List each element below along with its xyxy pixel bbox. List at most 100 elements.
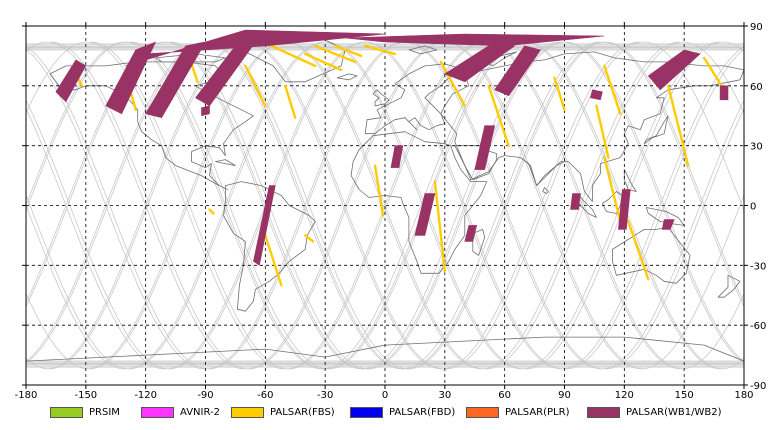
legend-label-avnir2: AVNIR-2 [180,406,220,418]
orbit-track [26,41,604,370]
legend-swatch-palsar-fbs [231,406,264,418]
palsar-fbs-strip [313,44,357,64]
lon-tick-label: 60 [498,390,511,400]
palsar-fbs-strip [373,164,385,217]
palsar-fbs-strip [487,84,510,147]
palsar-fbs-strip [284,84,297,119]
palsar-fbs-strip [433,180,447,273]
palsar-fbs-strip [603,156,622,223]
lat-tick-label: -90 [750,381,766,392]
coastline-japan [643,115,669,145]
lat-tick-label: 90 [750,22,763,33]
lat-tick-label: -60 [750,321,766,332]
legend-swatch-palsar-wb [587,406,620,418]
palsar-fbs-strip [333,44,363,58]
legend-label-palsar-fbs: PALSAR(FBS) [270,406,335,418]
lon-tick-label: -90 [197,390,213,400]
palsar-wb-swath [474,125,496,170]
palsar-wb-swath [494,45,542,97]
orbit-track [26,41,484,370]
palsar-wb-swath [464,225,478,242]
orbit-track [26,41,404,370]
palsar-fbs-strip [553,76,566,111]
legend-swatch-palsar-plr [466,406,499,418]
palsar-fbs-strip [748,62,756,74]
coastline-iceland [336,73,358,81]
palsar-wb-swath [618,189,631,230]
coastline-sri-lanka [542,187,549,194]
lon-tick-label: -60 [257,390,273,400]
lon-tick-label: 30 [438,390,451,400]
legend-label-palsar-fbd: PALSAR(FBD) [389,406,456,418]
palsar-fbs-strip [595,104,610,159]
palsar-wb-swath [661,219,675,230]
palsar-fbs-strip [603,64,622,115]
legend-item-avnir2: AVNIR-2 [141,404,220,420]
lon-tick-label: 0 [382,390,388,400]
lon-tick-label: -30 [317,390,333,400]
orbit-track [26,41,520,370]
lat-tick-label: -30 [750,261,766,272]
palsar-wb-swath [253,185,276,266]
palsar-wb-swath [125,29,386,67]
palsar-fbs-strip [208,208,215,215]
palsar-fbs-strip [363,44,397,56]
legend-item-palsar-fbs: PALSAR(FBS) [231,404,335,420]
legend-swatch-avnir2 [141,406,174,418]
palsar-fbs-strip [439,60,466,107]
coastline-south-america [223,181,316,312]
palsar-fbs-strip [244,64,267,107]
lon-tick-label: 120 [615,390,634,400]
lon-tick-label: 150 [675,390,694,400]
legend-label-prsim: PRSIM [89,406,120,418]
lat-tick-label: 0 [750,202,756,213]
palsar-fbs-strip [702,56,726,92]
lon-tick-label: 180 [734,390,753,400]
coastline-asia [440,51,744,202]
palsar-wb-swath [444,41,516,83]
coastline-svalbard [408,45,438,55]
palsar-wb-swath [570,193,581,210]
coastline-australia [612,227,691,284]
legend: PRSIM AVNIR-2 PALSAR(FBS) PALSAR(FBD) PA… [0,400,770,426]
palsar-fbs-strip [304,52,343,72]
palsar-fbs-strip [667,84,690,167]
legend-item-palsar-wb: PALSAR(WB1/WB2) [587,404,722,420]
lon-tick-label: 90 [558,390,571,400]
coastline-india-ring [520,157,565,186]
palsar-wb-swath [647,49,701,91]
coastline-cuba [215,159,236,166]
lon-tick-label: -120 [134,390,157,400]
legend-label-palsar-plr: PALSAR(PLR) [505,406,570,418]
palsar-fbs-strip [304,234,315,243]
lon-tick-label: -150 [74,390,97,400]
world-map-svg: -180 -150 -120 -90 -60 -30 0 30 60 90 120 150 180 90 6… [15,22,766,401]
coastline-europe [364,63,466,135]
palsar-fbs-strips [74,32,756,287]
legend-item-palsar-fbd: PALSAR(FBD) [350,404,455,420]
lat-tick-label: 60 [750,82,763,93]
orbit-track [26,41,245,370]
coastline-new-zealand [717,274,741,298]
coastline-uk [372,89,390,107]
legend-item-palsar-plr: PALSAR(PLR) [466,404,569,420]
palsar-wb-swath [55,59,87,103]
palsar-fbs-strip [627,220,650,281]
coastline-africa [350,131,488,274]
palsar-wb-swath [390,145,404,168]
palsar-wb-swath [201,105,210,117]
legend-swatch-prsim [50,406,83,418]
palsar-wb-swath [590,89,603,101]
palsar-wb-swaths [55,29,729,266]
legend-label-palsar-wb: PALSAR(WB1/WB2) [626,406,722,418]
palsar-wb-swath [414,193,436,236]
orbit-track [26,41,285,370]
palsar-wb-swath [345,33,605,47]
legend-item-prsim: PRSIM [50,404,120,420]
palsar-wb-swath [719,85,729,101]
coastline-philippines [623,169,637,192]
coastline-new-guinea [645,207,685,226]
coastline-madagascar [472,229,486,256]
palsar-fbs-strip [264,234,283,287]
